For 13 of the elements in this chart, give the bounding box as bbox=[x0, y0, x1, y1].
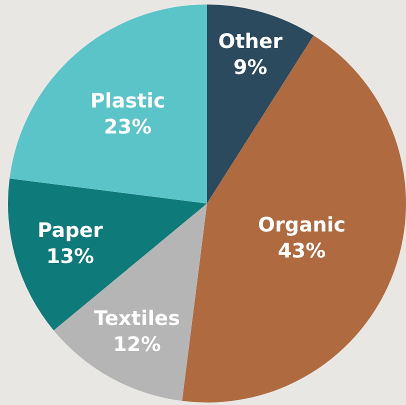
data-label: 43% bbox=[278, 238, 326, 263]
data-label: 12% bbox=[112, 332, 161, 356]
slice-label: Paper bbox=[37, 218, 103, 242]
pie-slice bbox=[10, 4, 207, 204]
slice-label: Textiles bbox=[94, 306, 180, 330]
data-label: 9% bbox=[233, 55, 268, 80]
pie-slice bbox=[8, 178, 207, 330]
slice-label: Organic bbox=[258, 212, 346, 237]
data-label: 13% bbox=[46, 244, 94, 268]
data-label: 23% bbox=[104, 114, 152, 139]
pie-slice bbox=[207, 4, 314, 204]
slice-label: Other bbox=[218, 29, 283, 54]
slice-label: Plastic bbox=[90, 88, 166, 113]
